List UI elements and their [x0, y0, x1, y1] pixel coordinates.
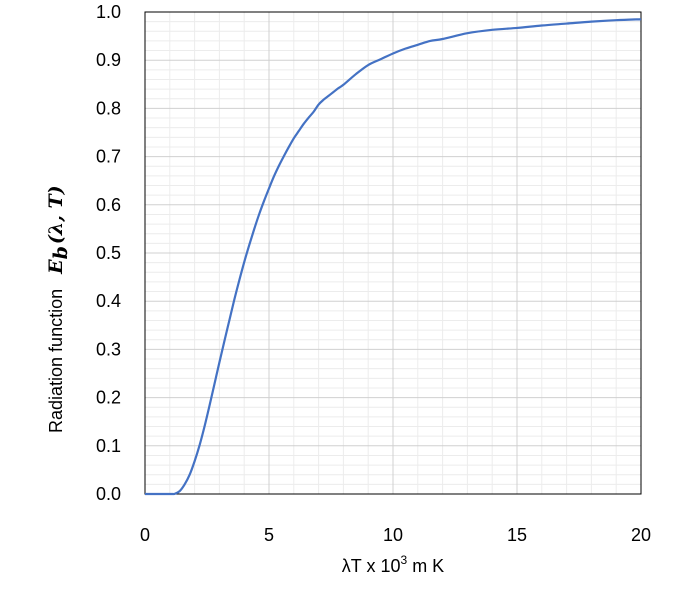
- y-tick-label: 0.6: [96, 195, 121, 215]
- y-tick-label: 0.3: [96, 339, 121, 359]
- x-tick-label: 5: [264, 525, 274, 545]
- y-tick-label: 0.0: [96, 484, 121, 504]
- y-axis-title-args: (λ, T): [45, 185, 67, 244]
- y-axis-tick-labels: 0.0 0.1 0.2 0.3 0.4 0.5 0.6 0.7 0.8 0.9 1.0: [96, 2, 121, 504]
- series-line: [144, 18, 642, 496]
- y-tick-label: 0.7: [96, 147, 121, 167]
- y-tick-label: 0.4: [96, 291, 121, 311]
- y-tick-label: 0.1: [96, 436, 121, 456]
- x-tick-label: 10: [383, 525, 403, 545]
- x-axis-title: λT x 103 m K: [342, 553, 444, 576]
- y-tick-label: 0.9: [96, 50, 121, 70]
- y-axis-title-subscript: b: [50, 246, 72, 259]
- x-tick-label: 15: [507, 525, 527, 545]
- x-tick-label: 20: [631, 525, 651, 545]
- y-tick-label: 0.2: [96, 388, 121, 408]
- series-layer: [144, 18, 642, 496]
- svg-text:Radiation function Eb(: Radiation function Eb (λ, T): [45, 185, 72, 433]
- x-tick-label: 0: [140, 525, 150, 545]
- x-axis-title-superscript: 3: [401, 553, 408, 567]
- y-tick-label: 0.5: [96, 243, 121, 263]
- y-tick-label: 0.8: [96, 98, 121, 118]
- y-axis-title: Radiation function Eb (λ, T): [45, 185, 72, 433]
- y-axis-title-symbol: E: [45, 259, 67, 275]
- x-axis-tick-labels: 0 5 10 15 20: [140, 525, 651, 545]
- y-tick-label: 1.0: [96, 2, 121, 22]
- plot-area-frame: [144, 11, 642, 495]
- y-axis-title-text: Radiation function: [46, 289, 66, 433]
